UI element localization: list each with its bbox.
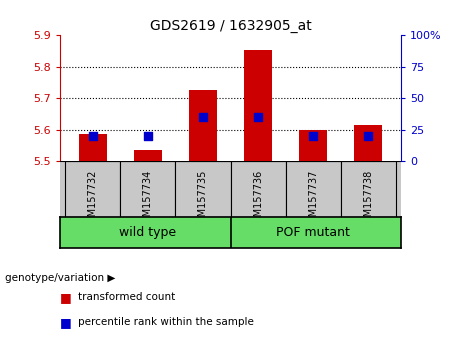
Bar [189,90,217,161]
Point [364,133,372,139]
Text: GSM157738: GSM157738 [363,170,373,229]
Text: GSM157735: GSM157735 [198,170,208,229]
Point [199,114,207,120]
Text: percentile rank within the sample: percentile rank within the sample [78,317,254,327]
Bar [299,130,327,161]
Point [144,133,152,139]
Text: transformed count: transformed count [78,292,176,302]
Bar [244,50,272,161]
Text: GSM157734: GSM157734 [143,170,153,229]
Point [309,133,317,139]
Text: GSM157736: GSM157736 [253,170,263,229]
Text: GSM157732: GSM157732 [88,170,98,229]
Bar [134,150,162,161]
Text: POF mutant: POF mutant [276,226,350,239]
Bar [355,125,382,161]
Point [89,133,97,139]
Title: GDS2619 / 1632905_at: GDS2619 / 1632905_at [150,19,311,33]
Bar [285,161,341,217]
Bar [341,161,396,217]
Text: wild type: wild type [119,226,177,239]
Text: GSM157737: GSM157737 [308,170,318,229]
Bar [79,135,106,161]
Text: genotype/variation ▶: genotype/variation ▶ [5,273,115,283]
Point [254,114,262,120]
Text: ■: ■ [60,291,76,304]
Bar [230,161,285,217]
Bar [176,161,230,217]
Bar [65,161,120,217]
Bar [120,161,176,217]
Text: ■: ■ [60,316,76,329]
